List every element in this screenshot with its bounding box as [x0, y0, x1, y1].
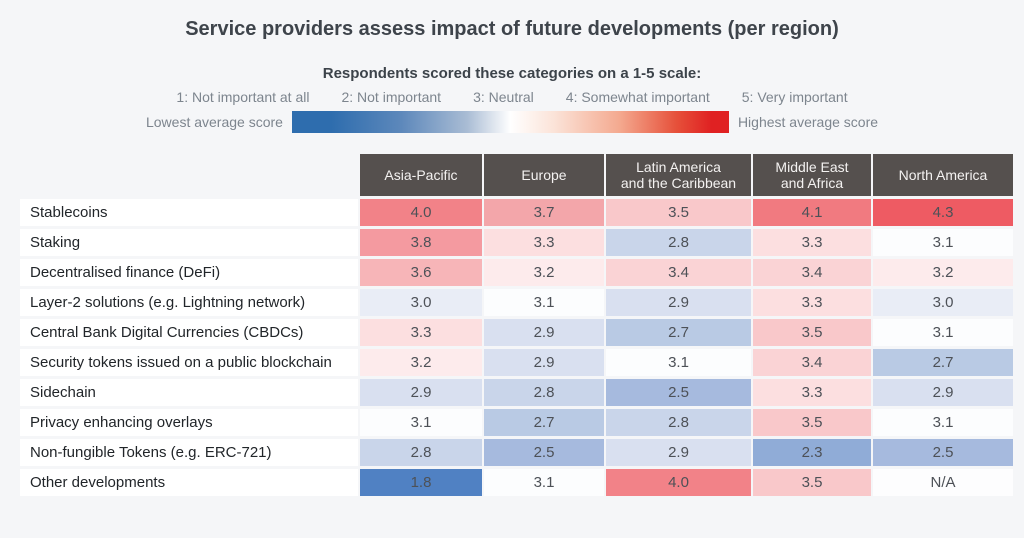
heatmap-cell-r9-c3: 2.9 — [606, 439, 751, 466]
row-label-3: Decentralised finance (DeFi) — [20, 259, 358, 286]
row-label-8: Privacy enhancing overlays — [20, 409, 358, 436]
heatmap-cell-r4-c4: 3.3 — [753, 289, 871, 316]
row-label-9: Non-fungible Tokens (e.g. ERC-721) — [20, 439, 358, 466]
heatmap-cell-r5-c5: 3.1 — [873, 319, 1013, 346]
heatmap-cell-r2-c3: 2.8 — [606, 229, 751, 256]
row-label-10: Other developments — [20, 469, 358, 496]
heatmap-table: Asia-Pacific Europe Latin America and the … — [20, 154, 1013, 496]
heatmap-cell-r9-c5: 2.5 — [873, 439, 1013, 466]
heatmap-cell-r6-c2: 2.9 — [484, 349, 604, 376]
column-header-4: Middle East and Africa — [753, 154, 871, 196]
heatmap-cell-r4-c1: 3.0 — [360, 289, 482, 316]
page-title: Service providers assess impact of futur… — [185, 18, 839, 40]
heatmap-cell-r5-c2: 2.9 — [484, 319, 604, 346]
row-label-4: Layer-2 solutions (e.g. Lightning networ… — [20, 289, 358, 316]
heatmap-cell-r1-c3: 3.5 — [606, 199, 751, 226]
heatmap-cell-r6-c5: 2.7 — [873, 349, 1013, 376]
row-label-7: Sidechain — [20, 379, 358, 406]
heatmap-cell-r1-c5: 4.3 — [873, 199, 1013, 226]
heatmap-cell-r2-c4: 3.3 — [753, 229, 871, 256]
heatmap-cell-r10-c3: 4.0 — [606, 469, 751, 496]
heatmap-cell-r3-c3: 3.4 — [606, 259, 751, 286]
row-label-2: Staking — [20, 229, 358, 256]
column-header-1: Asia-Pacific — [360, 154, 482, 196]
heatmap-cell-r9-c1: 2.8 — [360, 439, 482, 466]
heatmap-cell-r8-c1: 3.1 — [360, 409, 482, 436]
heatmap-cell-r6-c4: 3.4 — [753, 349, 871, 376]
row-label-6: Security tokens issued on a public block… — [20, 349, 358, 376]
heatmap-cell-r3-c5: 3.2 — [873, 259, 1013, 286]
legend-subtitle: Respondents scored these categories on a… — [322, 65, 702, 82]
heatmap-cell-r10-c5: N/A — [873, 469, 1013, 496]
heatmap-cell-r1-c4: 4.1 — [753, 199, 871, 226]
row-label-1: Stablecoins — [20, 199, 358, 226]
heatmap-cell-r9-c2: 2.5 — [484, 439, 604, 466]
legend-gradient-bar — [291, 111, 729, 133]
heatmap-cell-r4-c2: 3.1 — [484, 289, 604, 316]
heatmap-cell-r3-c2: 3.2 — [484, 259, 604, 286]
heatmap-cell-r1-c2: 3.7 — [484, 199, 604, 226]
heatmap-cell-r9-c4: 2.3 — [753, 439, 871, 466]
table-corner-spacer — [20, 154, 358, 196]
heatmap-cell-r5-c1: 3.3 — [360, 319, 482, 346]
legend-high-label: Highest average score — [737, 114, 879, 130]
scale-label-1: 1: Not important at all — [176, 89, 310, 105]
heatmap-cell-r10-c1: 1.8 — [360, 469, 482, 496]
row-label-5: Central Bank Digital Currencies (CBDCs) — [20, 319, 358, 346]
heatmap-cell-r10-c4: 3.5 — [753, 469, 871, 496]
heatmap-cell-r5-c4: 3.5 — [753, 319, 871, 346]
legend-low-label: Lowest average score — [145, 114, 283, 130]
heatmap-cell-r2-c5: 3.1 — [873, 229, 1013, 256]
heatmap-cell-r8-c3: 2.8 — [606, 409, 751, 436]
column-header-2: Europe — [484, 154, 604, 196]
heatmap-cell-r1-c1: 4.0 — [360, 199, 482, 226]
heatmap-cell-r10-c2: 3.1 — [484, 469, 604, 496]
heatmap-cell-r3-c4: 3.4 — [753, 259, 871, 286]
scale-labels-row: 1: Not important at all 2: Not important 3… — [0, 89, 1024, 105]
heatmap-cell-r4-c3: 2.9 — [606, 289, 751, 316]
legend-row: Lowest average score Highest average sco… — [0, 111, 1024, 133]
column-header-3: Latin America and the Caribbean — [606, 154, 751, 196]
heatmap-cell-r8-c2: 2.7 — [484, 409, 604, 436]
heatmap-cell-r6-c3: 3.1 — [606, 349, 751, 376]
heatmap-cell-r3-c1: 3.6 — [360, 259, 482, 286]
heatmap-cell-r7-c2: 2.8 — [484, 379, 604, 406]
heatmap-cell-r8-c4: 3.5 — [753, 409, 871, 436]
scale-label-3: 3: Neutral — [473, 89, 534, 105]
heatmap-cell-r5-c3: 2.7 — [606, 319, 751, 346]
scale-label-4: 4: Somewhat important — [565, 89, 710, 105]
heatmap-cell-r8-c5: 3.1 — [873, 409, 1013, 436]
heatmap-cell-r7-c5: 2.9 — [873, 379, 1013, 406]
heatmap-cell-r2-c2: 3.3 — [484, 229, 604, 256]
heatmap-cell-r4-c5: 3.0 — [873, 289, 1013, 316]
heatmap-cell-r7-c4: 3.3 — [753, 379, 871, 406]
heatmap-cell-r7-c3: 2.5 — [606, 379, 751, 406]
heatmap-cell-r2-c1: 3.8 — [360, 229, 482, 256]
column-header-5: North America — [873, 154, 1013, 196]
scale-label-2: 2: Not important — [341, 89, 442, 105]
heatmap-cell-r6-c1: 3.2 — [360, 349, 482, 376]
scale-label-5: 5: Very important — [741, 89, 848, 105]
heatmap-cell-r7-c1: 2.9 — [360, 379, 482, 406]
